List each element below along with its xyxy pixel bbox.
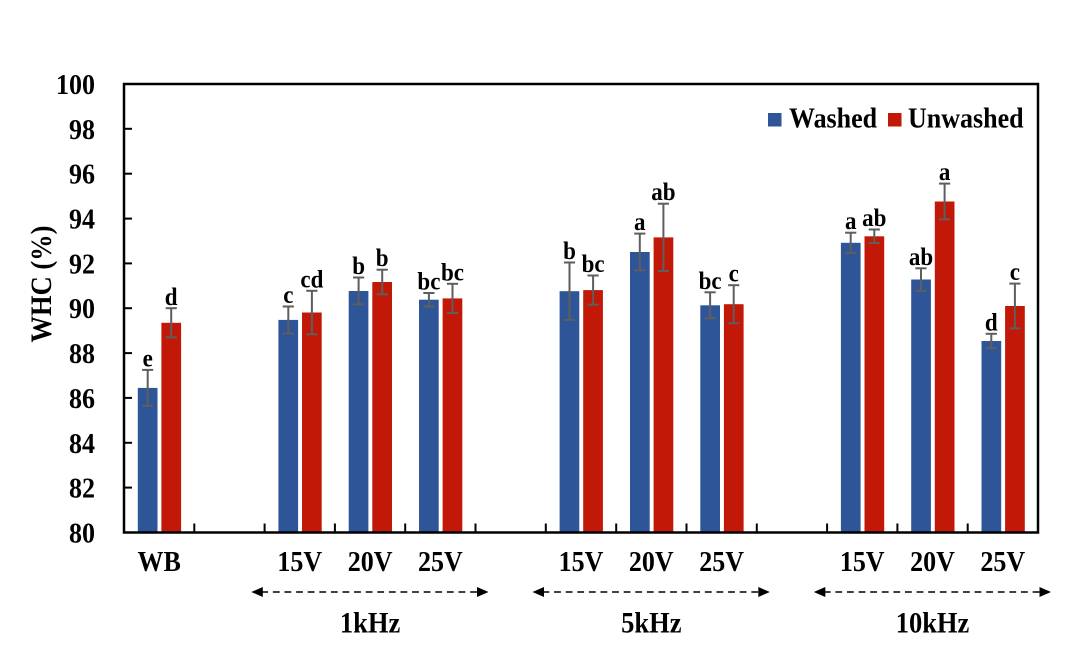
svg-text:94: 94 [69, 203, 95, 234]
svg-text:82: 82 [69, 472, 95, 503]
svg-text:98: 98 [69, 114, 95, 145]
svg-text:a: a [845, 207, 856, 235]
svg-text:ab: ab [862, 204, 886, 232]
svg-text:ab: ab [651, 178, 675, 206]
svg-text:92: 92 [69, 248, 95, 279]
svg-text:a: a [939, 158, 950, 186]
svg-text:d: d [165, 283, 178, 311]
svg-text:WHC (%): WHC (%) [26, 226, 58, 343]
svg-text:ab: ab [909, 243, 933, 271]
svg-text:90: 90 [69, 293, 95, 324]
svg-text:20V: 20V [629, 546, 674, 577]
svg-text:c: c [729, 260, 739, 288]
svg-text:15V: 15V [277, 546, 322, 577]
svg-text:cd: cd [300, 265, 324, 293]
svg-text:80: 80 [69, 517, 95, 548]
svg-text:25V: 25V [699, 546, 744, 577]
svg-text:84: 84 [69, 428, 95, 459]
svg-text:10kHz: 10kHz [896, 607, 970, 639]
svg-text:a: a [634, 208, 645, 236]
svg-text:15V: 15V [559, 546, 604, 577]
svg-text:20V: 20V [910, 546, 955, 577]
svg-text:25V: 25V [980, 546, 1025, 577]
svg-text:e: e [143, 344, 153, 372]
svg-text:WB: WB [138, 546, 181, 577]
svg-text:100: 100 [56, 69, 95, 100]
svg-text:Washed: Washed [789, 102, 877, 133]
svg-text:bc: bc [417, 268, 440, 296]
svg-text:88: 88 [69, 338, 95, 369]
svg-text:5kHz: 5kHz [621, 607, 681, 639]
svg-text:bc: bc [582, 250, 605, 278]
svg-text:c: c [283, 281, 293, 309]
svg-text:96: 96 [69, 159, 95, 190]
svg-text:bc: bc [699, 267, 722, 295]
svg-text:1kHz: 1kHz [340, 607, 400, 639]
svg-text:b: b [563, 237, 576, 265]
svg-text:d: d [985, 308, 998, 336]
svg-text:20V: 20V [348, 546, 393, 577]
svg-text:86: 86 [69, 383, 95, 414]
svg-text:c: c [1010, 258, 1020, 286]
svg-text:b: b [376, 244, 389, 272]
svg-text:15V: 15V [840, 546, 885, 577]
svg-text:Unwashed: Unwashed [908, 102, 1024, 133]
svg-text:bc: bc [441, 258, 464, 286]
svg-text:b: b [352, 252, 365, 280]
svg-text:25V: 25V [418, 546, 463, 577]
